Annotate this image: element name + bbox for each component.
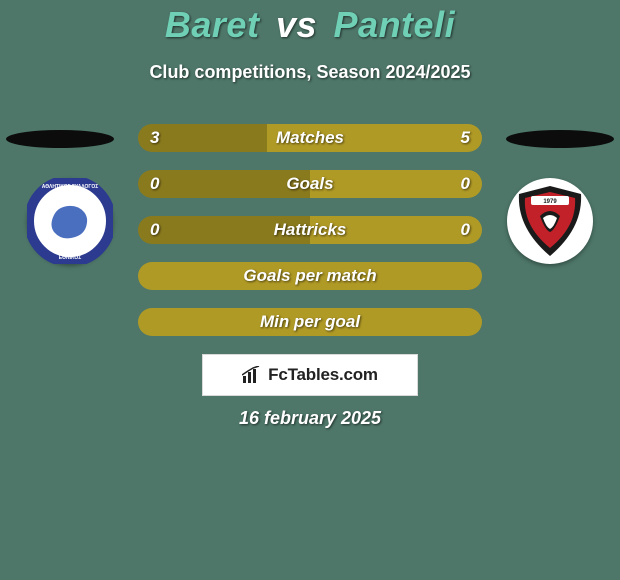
stat-label: Hattricks	[138, 216, 482, 244]
stat-value-left: 0	[150, 170, 159, 198]
stat-row: Matches3 5	[138, 124, 482, 152]
stat-label: Min per goal	[138, 308, 482, 336]
stat-row: Hattricks0 0	[138, 216, 482, 244]
stat-value-right: 0	[461, 216, 470, 244]
player2-club-badge: 1979	[507, 178, 593, 264]
player1-photo-shadow	[6, 130, 114, 148]
svg-text:ΑΘΛΗΤΙΚΟΣ ΣΥΛΛΟΓΟΣ: ΑΘΛΗΤΙΚΟΣ ΣΥΛΛΟΓΟΣ	[42, 184, 98, 190]
player1-name: Baret	[165, 4, 260, 45]
date-label: 16 february 2025	[0, 408, 620, 429]
player1-club-badge: ΑΘΛΗΤΙΚΟΣ ΣΥΛΛΟΓΟΣ ΕΘΝΙΚΟΣ	[27, 178, 113, 264]
comparison-title: Baret vs Panteli	[0, 4, 620, 46]
vs-label: vs	[276, 4, 317, 45]
stat-bars: Matches35Goals00Hattricks00Goals per mat…	[138, 124, 482, 354]
watermark: FcTables.com	[202, 354, 418, 396]
bar-chart-icon	[242, 366, 262, 384]
stat-label: Goals	[138, 170, 482, 198]
competition-subtitle: Club competitions, Season 2024/2025	[0, 62, 620, 83]
watermark-label: FcTables.com	[268, 365, 378, 385]
stat-label: Matches	[138, 124, 482, 152]
stat-label: Goals per match	[138, 262, 482, 290]
stat-row: Goals per match	[138, 262, 482, 290]
stat-value-right: 5	[461, 124, 470, 152]
player2-name: Panteli	[334, 4, 456, 45]
stat-row: Goals0 0	[138, 170, 482, 198]
stat-value-right: 0	[461, 170, 470, 198]
stat-value-left: 3	[150, 124, 159, 152]
stat-row: Min per goal	[138, 308, 482, 336]
player2-photo-shadow	[506, 130, 614, 148]
stat-value-left: 0	[150, 216, 159, 244]
svg-text:1979: 1979	[543, 199, 557, 205]
svg-text:ΕΘΝΙΚΟΣ: ΕΘΝΙΚΟΣ	[59, 255, 82, 261]
